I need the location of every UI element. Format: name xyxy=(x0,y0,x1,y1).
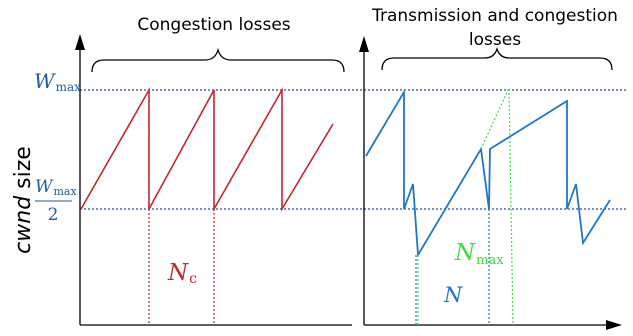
right-cwnd-sawtooth xyxy=(365,88,611,258)
wmax-label: Wmax xyxy=(34,69,81,94)
nc-label: Nc xyxy=(167,260,197,287)
wmax-half-label: Wmax 2 xyxy=(35,177,77,225)
right-panel-title-line2: losses xyxy=(469,30,521,50)
nmax-dotted-path xyxy=(480,87,514,326)
left-panel-title: Congestion losses xyxy=(137,15,290,35)
nmax-label: Nmax xyxy=(454,240,504,268)
svg-text:Wmax: Wmax xyxy=(35,177,77,198)
left-axes xyxy=(75,34,352,326)
right-axes xyxy=(359,36,622,330)
svg-text:2: 2 xyxy=(48,205,59,225)
right-brace xyxy=(381,46,613,71)
left-brace xyxy=(91,47,345,73)
left-cwnd-sawtooth xyxy=(80,86,334,213)
n-label: N xyxy=(443,283,463,307)
y-axis-label: cwnd size xyxy=(11,146,36,254)
right-panel-title-line1: Transmission and congestion xyxy=(371,6,618,26)
